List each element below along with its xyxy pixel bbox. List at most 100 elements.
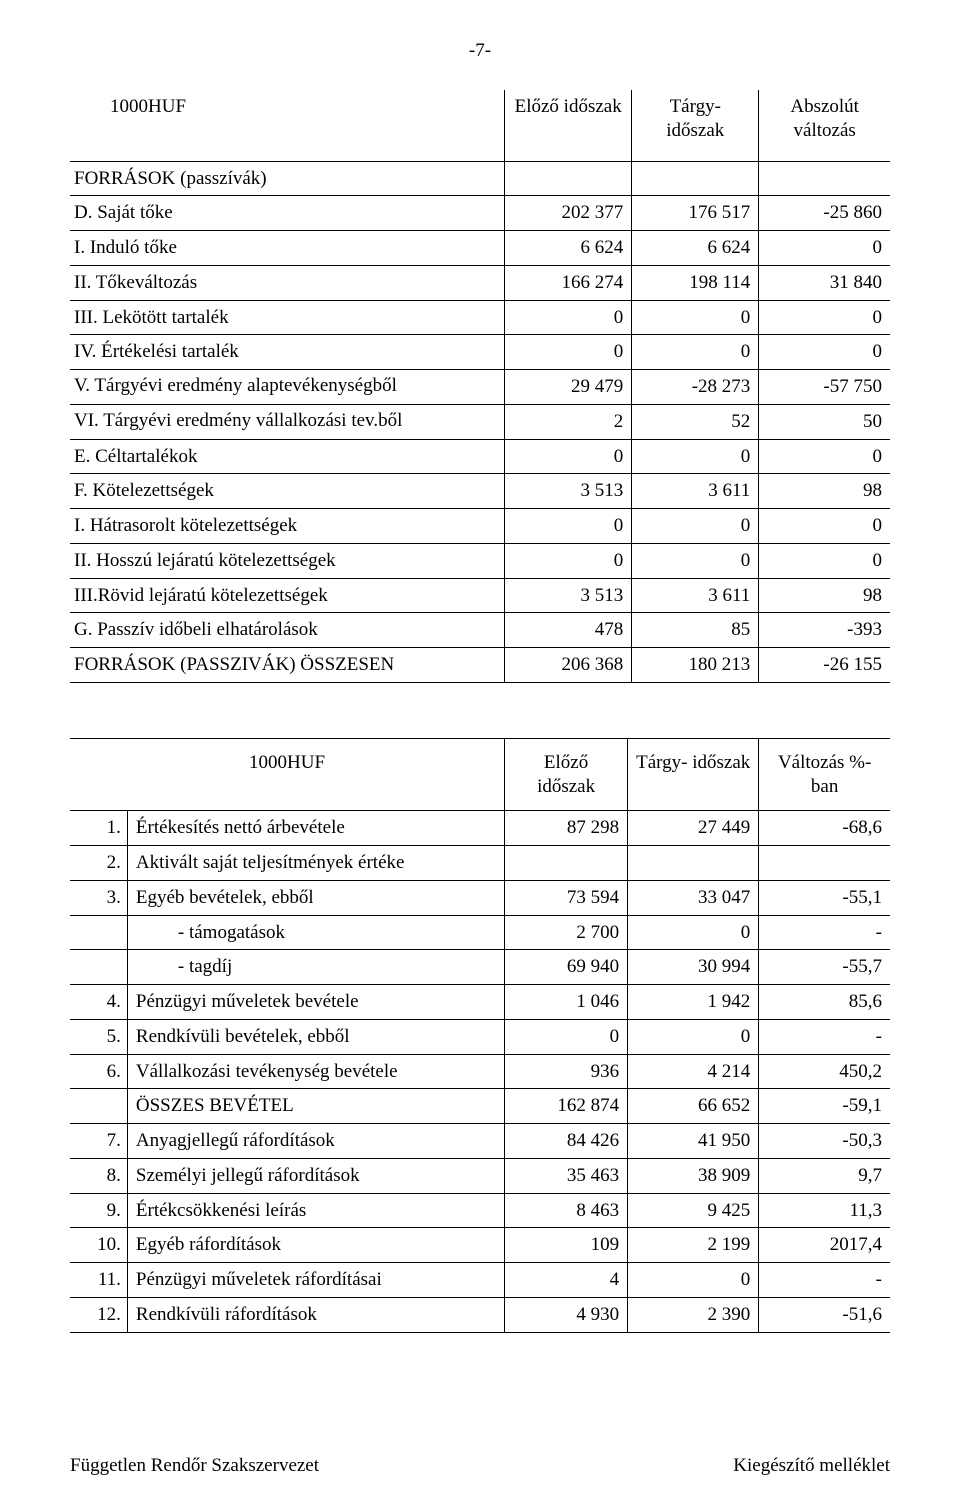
table-row: F. Kötelezettségek3 5133 61198 [70, 474, 890, 509]
row-value: -28 273 [632, 370, 759, 405]
table-row: II. Tőkeváltozás166 274198 11431 840 [70, 265, 890, 300]
row-value: 3 513 [505, 474, 632, 509]
row-label: Egyéb bevételek, ebből [127, 880, 504, 915]
row-number [70, 950, 127, 985]
row-value: 38 909 [628, 1158, 759, 1193]
row-value: 0 [628, 915, 759, 950]
row-value: 0 [759, 300, 890, 335]
table-row: - támogatások2 7000- [70, 915, 890, 950]
row-value: 98 [759, 474, 890, 509]
row-value: 3 513 [505, 578, 632, 613]
row-value: 0 [759, 543, 890, 578]
row-value: 50 [759, 404, 890, 439]
row-label: Rendkívüli bevételek, ebből [127, 1019, 504, 1054]
row-value: 0 [632, 439, 759, 474]
row-value: 11,3 [759, 1193, 890, 1228]
row-value: 4 930 [505, 1297, 628, 1332]
table2-col-curr: Tárgy- időszak [628, 738, 759, 811]
row-value: 206 368 [505, 648, 632, 683]
row-value: 2 199 [628, 1228, 759, 1263]
row-value: 31 840 [759, 265, 890, 300]
table-row: V. Tárgyévi eredmény alaptevékenységből2… [70, 370, 890, 405]
table-row: 6.Vállalkozási tevékenység bevétele9364 … [70, 1054, 890, 1089]
table2-header-row: 1000HUF Előző időszak Tárgy- időszak Vál… [70, 738, 890, 811]
table-row: 3.Egyéb bevételek, ebből73 59433 047-55,… [70, 880, 890, 915]
row-value: 4 [505, 1263, 628, 1298]
row-value: 98 [759, 578, 890, 613]
row-label: F. Kötelezettségek [70, 474, 505, 509]
row-label: I. Hátrasorolt kötelezettségek [70, 509, 505, 544]
table-row: 11.Pénzügyi műveletek ráfordításai40- [70, 1263, 890, 1298]
row-value: 0 [505, 439, 632, 474]
row-label: IV. Értékelési tartalék [70, 335, 505, 370]
row-number: 6. [70, 1054, 127, 1089]
table-row: G. Passzív időbeli elhatárolások47885-39… [70, 613, 890, 648]
table-row: FORRÁSOK (passzívák) [70, 161, 890, 196]
table-row: II. Hosszú lejáratú kötelezettségek000 [70, 543, 890, 578]
table2-col-change: Változás %-ban [759, 738, 890, 811]
row-label: Pénzügyi műveletek bevétele [127, 985, 504, 1020]
row-label: - támogatások [127, 915, 504, 950]
row-label: V. Tárgyévi eredmény alaptevékenységből [70, 370, 505, 405]
table1-header-row: 1000HUF Előző időszak Tárgy- időszak Abs… [70, 90, 890, 161]
row-label: Személyi jellegű ráfordítások [127, 1158, 504, 1193]
row-value: 478 [505, 613, 632, 648]
row-value: 3 611 [632, 578, 759, 613]
row-value: 936 [505, 1054, 628, 1089]
row-label: Pénzügyi műveletek ráfordításai [127, 1263, 504, 1298]
table-row: 8.Személyi jellegű ráfordítások35 46338 … [70, 1158, 890, 1193]
row-value: 4 214 [628, 1054, 759, 1089]
row-value: 2 [505, 404, 632, 439]
row-value [759, 846, 890, 881]
income-table: 1000HUF Előző időszak Tárgy- időszak Vál… [70, 738, 890, 1333]
row-value: 8 463 [505, 1193, 628, 1228]
table-row: III.Rövid lejáratú kötelezettségek3 5133… [70, 578, 890, 613]
row-value: 0 [505, 509, 632, 544]
row-label: I. Induló tőke [70, 231, 505, 266]
row-value: 41 950 [628, 1124, 759, 1159]
row-number [70, 915, 127, 950]
row-label: Értékcsökkenési leírás [127, 1193, 504, 1228]
row-value: 0 [759, 509, 890, 544]
row-value: 0 [628, 1263, 759, 1298]
row-value: 0 [759, 335, 890, 370]
row-label: ÖSSZES BEVÉTEL [127, 1089, 504, 1124]
table1-col-curr: Tárgy- időszak [632, 90, 759, 161]
row-value: -55,7 [759, 950, 890, 985]
row-value [628, 846, 759, 881]
row-value: 69 940 [505, 950, 628, 985]
page-footer: Független Rendőr Szakszervezet Kiegészít… [70, 1455, 890, 1477]
row-value: -393 [759, 613, 890, 648]
row-value: 73 594 [505, 880, 628, 915]
row-value: 9 425 [628, 1193, 759, 1228]
row-value: 180 213 [632, 648, 759, 683]
row-value [759, 161, 890, 196]
table-row: 9.Értékcsökkenési leírás8 4639 42511,3 [70, 1193, 890, 1228]
table-row: E. Céltartalékok000 [70, 439, 890, 474]
footer-right: Kiegészítő melléklet [733, 1455, 890, 1477]
row-number: 7. [70, 1124, 127, 1159]
row-value: 52 [632, 404, 759, 439]
table-row: I. Induló tőke6 6246 6240 [70, 231, 890, 266]
row-value: 84 426 [505, 1124, 628, 1159]
table1-unit: 1000HUF [70, 90, 505, 161]
row-value: 30 994 [628, 950, 759, 985]
row-value [505, 846, 628, 881]
row-value [505, 161, 632, 196]
row-value: -55,1 [759, 880, 890, 915]
row-value: 6 624 [632, 231, 759, 266]
row-value: -51,6 [759, 1297, 890, 1332]
table-row: D. Saját tőke202 377176 517-25 860 [70, 196, 890, 231]
table-row: 5.Rendkívüli bevételek, ebből00- [70, 1019, 890, 1054]
row-value: 0 [505, 543, 632, 578]
footer-left: Független Rendőr Szakszervezet [70, 1455, 319, 1477]
table-row: - tagdíj69 94030 994-55,7 [70, 950, 890, 985]
row-value: 109 [505, 1228, 628, 1263]
row-label: FORRÁSOK (PASSZIVÁK) ÖSSZESEN [70, 648, 505, 683]
table-row: FORRÁSOK (PASSZIVÁK) ÖSSZESEN206 368180 … [70, 648, 890, 683]
row-label: III. Lekötött tartalék [70, 300, 505, 335]
row-label: II. Hosszú lejáratú kötelezettségek [70, 543, 505, 578]
row-label: II. Tőkeváltozás [70, 265, 505, 300]
row-label: FORRÁSOK (passzívák) [70, 161, 505, 196]
row-value: 166 274 [505, 265, 632, 300]
